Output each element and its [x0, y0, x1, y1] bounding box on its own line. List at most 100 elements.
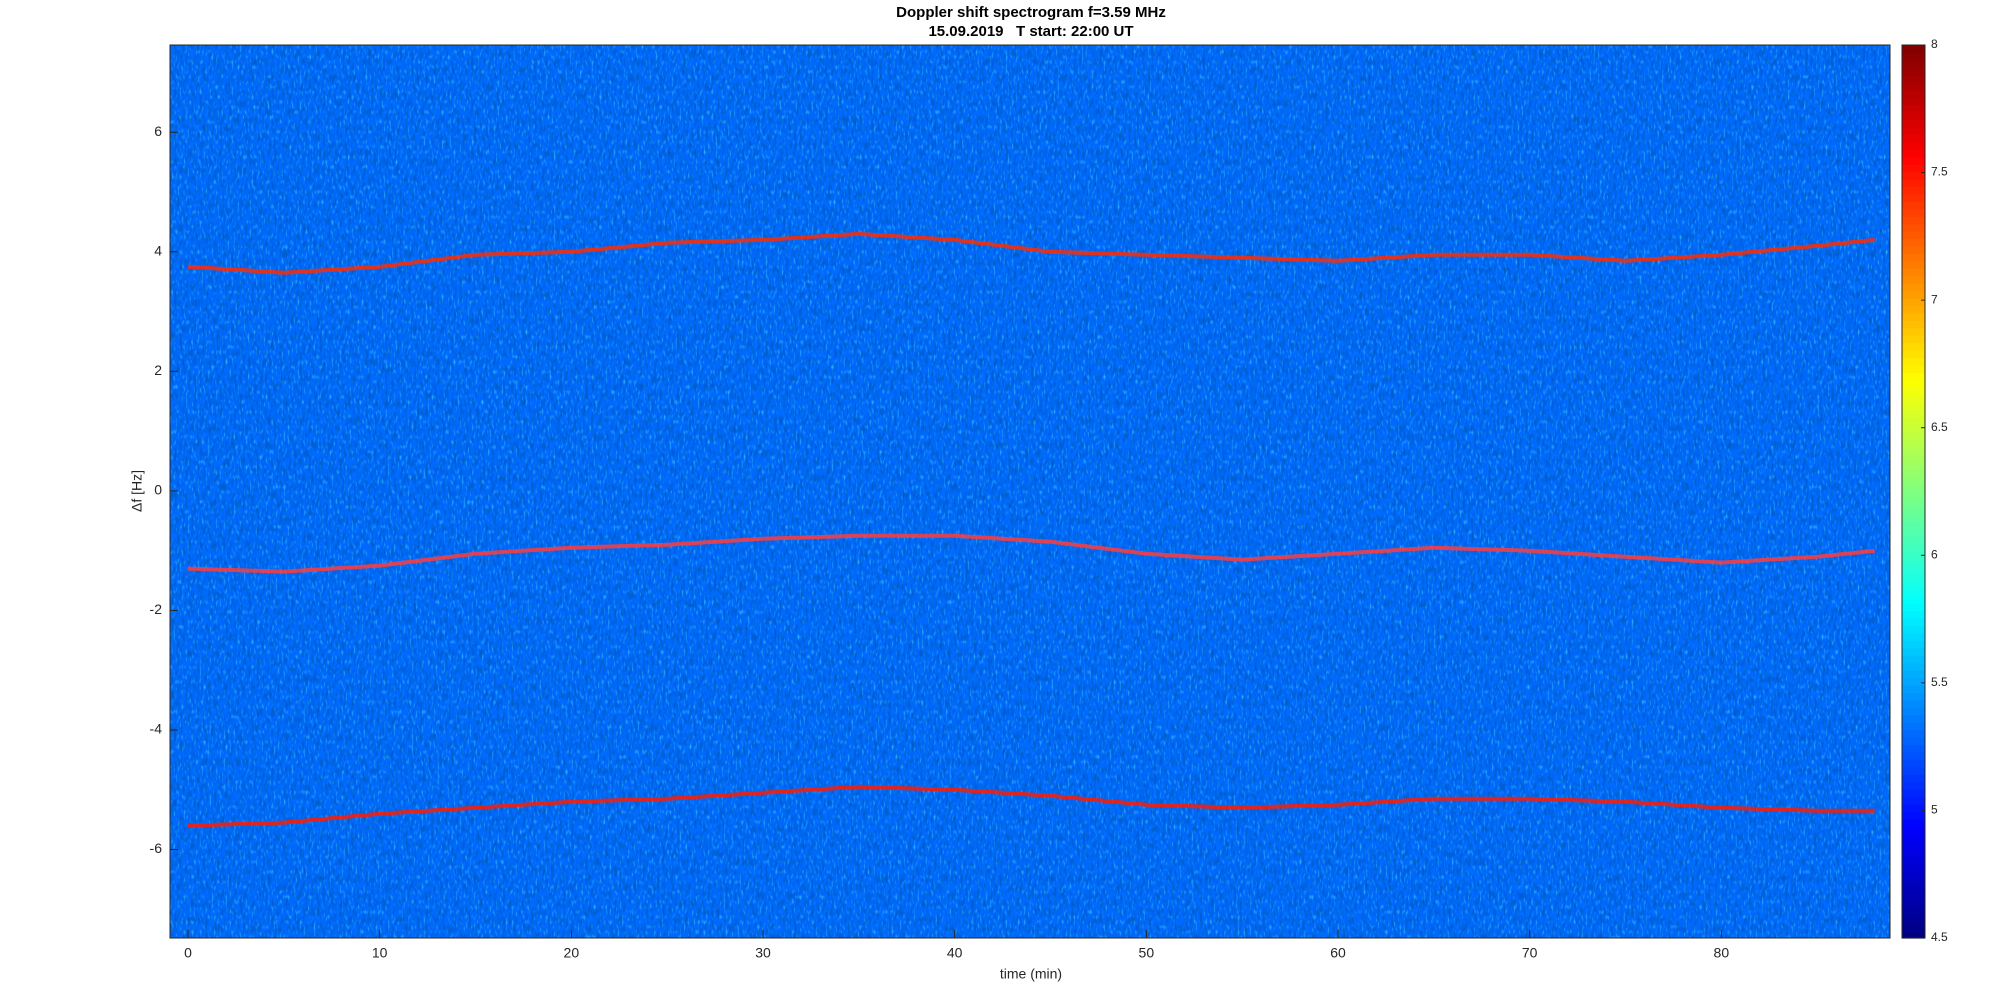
- colorbar-swatch: [1902, 573, 1925, 582]
- colorbar-swatch: [1902, 751, 1925, 760]
- colorbar-swatch: [1902, 707, 1925, 716]
- colorbar-swatch: [1902, 231, 1925, 240]
- colorbar-swatch: [1902, 528, 1925, 537]
- colorbar-swatch: [1902, 722, 1925, 731]
- colorbar-swatch: [1902, 796, 1925, 805]
- colorbar-swatch: [1902, 469, 1925, 478]
- colorbar-swatch: [1902, 856, 1925, 865]
- colorbar-swatch: [1902, 670, 1925, 679]
- y-axis-label: Δf [Hz]: [129, 470, 145, 512]
- colorbar-swatch: [1902, 655, 1925, 664]
- colorbar-tick-label: 6.5: [1931, 420, 1948, 434]
- doppler-trace: [187, 231, 1875, 275]
- y-tick-label: 0: [154, 482, 162, 498]
- colorbar-swatch: [1902, 424, 1925, 433]
- colorbar-swatch: [1902, 603, 1925, 612]
- colorbar-swatch: [1902, 409, 1925, 418]
- doppler-trace: [187, 784, 1875, 828]
- colorbar-swatch: [1902, 781, 1925, 790]
- colorbar-swatch: [1902, 372, 1925, 381]
- colorbar-swatch: [1902, 45, 1925, 54]
- y-tick-label: 4: [154, 243, 162, 259]
- colorbar-swatch: [1902, 513, 1925, 522]
- colorbar-swatch: [1902, 625, 1925, 634]
- colorbar-swatch: [1902, 714, 1925, 723]
- colorbar-swatch: [1902, 476, 1925, 485]
- colorbar-swatch: [1902, 640, 1925, 649]
- colorbar-swatch: [1902, 379, 1925, 388]
- colorbar-swatch: [1902, 283, 1925, 292]
- y-tick-label: -6: [150, 840, 163, 856]
- x-tick-label: 0: [184, 945, 192, 961]
- colorbar-tick-label: 4.5: [1931, 930, 1948, 944]
- colorbar-swatch: [1902, 111, 1925, 121]
- colorbar-swatch: [1902, 893, 1925, 902]
- colorbar-swatch: [1902, 729, 1925, 738]
- colorbar-swatch: [1902, 551, 1925, 560]
- colorbar-tick-label: 7: [1931, 292, 1938, 306]
- colorbar-swatch: [1902, 826, 1925, 835]
- colorbar-swatch: [1902, 97, 1925, 106]
- colorbar-swatch: [1902, 647, 1925, 656]
- x-axis-label: time (min): [1000, 966, 1062, 982]
- colorbar-swatch: [1902, 394, 1925, 403]
- colorbar-swatch: [1902, 543, 1925, 552]
- colorbar-swatch: [1902, 915, 1925, 924]
- x-tick-label: 10: [372, 945, 388, 961]
- colorbar-swatch: [1902, 350, 1925, 359]
- colorbar-swatch: [1902, 610, 1925, 619]
- colorbar-tick-label: 7.5: [1931, 165, 1948, 179]
- colorbar-swatch: [1902, 662, 1925, 671]
- colorbar-swatch: [1902, 923, 1925, 932]
- colorbar-swatch: [1902, 908, 1925, 917]
- colorbar-swatch: [1902, 298, 1925, 307]
- colorbar-swatch: [1902, 74, 1925, 83]
- colorbar-swatch: [1902, 431, 1925, 441]
- y-tick-label: -2: [150, 601, 163, 617]
- colorbar-swatch: [1902, 930, 1925, 939]
- colorbar-swatch: [1902, 335, 1925, 344]
- colorbar-swatch: [1902, 164, 1925, 173]
- colorbar-swatch: [1902, 521, 1925, 530]
- texture: [170, 45, 1890, 938]
- colorbar-swatch: [1902, 885, 1925, 894]
- x-tick-label: 80: [1714, 945, 1730, 961]
- colorbar-swatch: [1902, 417, 1925, 426]
- colorbar-swatch: [1902, 156, 1925, 165]
- colorbar-frame: [1901, 44, 1926, 939]
- colorbar-swatch: [1902, 558, 1925, 567]
- x-tick-label: 30: [755, 945, 771, 961]
- colorbar-swatch: [1902, 312, 1925, 321]
- colorbar-tick-label: 8: [1931, 37, 1938, 51]
- colorbar-swatch: [1902, 811, 1925, 820]
- colorbar-swatch: [1902, 818, 1925, 827]
- colorbar-swatch: [1902, 178, 1925, 187]
- colorbar-swatch: [1902, 588, 1925, 597]
- colorbar-swatch: [1902, 171, 1925, 180]
- colorbar-swatch: [1902, 186, 1925, 195]
- colorbar-swatch: [1902, 149, 1925, 158]
- colorbar-swatch: [1902, 863, 1925, 872]
- colorbar-swatch: [1902, 446, 1925, 455]
- colorbar-swatch: [1902, 59, 1925, 68]
- colorbar-swatch: [1902, 357, 1925, 366]
- colorbar-swatch: [1902, 454, 1925, 463]
- doppler-trace: [187, 533, 1875, 574]
- colorbar-swatch: [1902, 878, 1925, 887]
- colorbar-swatch: [1902, 89, 1925, 98]
- colorbar-swatch: [1902, 119, 1925, 128]
- colorbar-swatch: [1902, 253, 1925, 262]
- x-tick-label: 60: [1330, 945, 1346, 961]
- colorbar-swatch: [1902, 536, 1925, 545]
- colorbar-swatch: [1902, 900, 1925, 909]
- y-tick-label: 2: [154, 362, 162, 378]
- colorbar-swatch: [1902, 677, 1925, 686]
- colorbar-swatch: [1902, 744, 1925, 753]
- x-tick-label: 70: [1522, 945, 1538, 961]
- x-tick-label: 40: [947, 945, 963, 961]
- colorbar-swatch: [1902, 305, 1925, 314]
- colorbar-swatch: [1902, 193, 1925, 202]
- colorbar-swatch: [1902, 484, 1925, 493]
